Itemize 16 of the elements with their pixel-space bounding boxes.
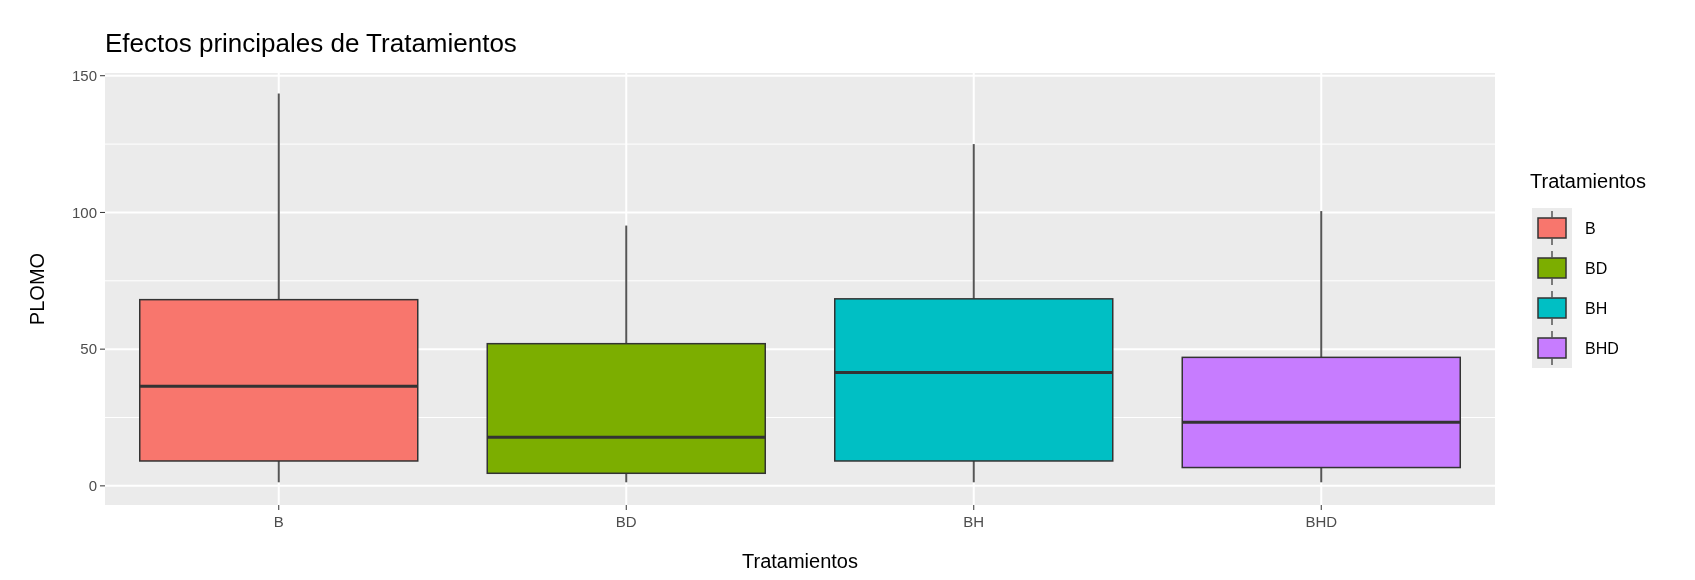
legend-label: BHD <box>1585 339 1619 357</box>
legend-label: BH <box>1585 299 1608 317</box>
chart-title: Efectos principales de Tratamientos <box>105 28 517 58</box>
y-axis-title: PLOMO <box>26 252 48 326</box>
x-tick-label: B <box>273 513 284 530</box>
x-tick-label: BHD <box>1305 513 1338 530</box>
legend-title: Tratamientos <box>1530 170 1646 192</box>
x-tick-label: BD <box>615 513 637 530</box>
y-tick-label: 0 <box>88 477 97 495</box>
legend-label: B <box>1585 219 1596 237</box>
x-axis-title: Tratamientos <box>742 550 858 572</box>
y-tick-label: 100 <box>71 203 97 221</box>
y-tick-label: 50 <box>80 340 97 358</box>
legend-label: BD <box>1585 259 1608 277</box>
x-tick-label: BH <box>963 513 985 530</box>
y-tick-label: 150 <box>71 66 97 84</box>
